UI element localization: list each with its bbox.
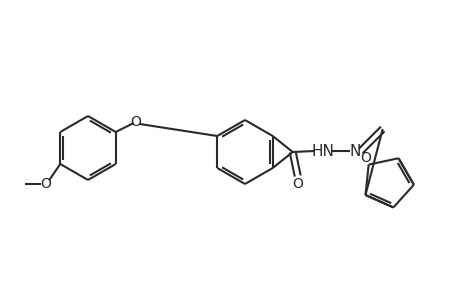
Text: O: O: [359, 151, 370, 165]
Text: HN: HN: [311, 143, 333, 158]
Text: N: N: [348, 143, 359, 158]
Text: O: O: [291, 177, 302, 191]
Text: O: O: [130, 115, 141, 129]
Text: O: O: [40, 177, 50, 191]
